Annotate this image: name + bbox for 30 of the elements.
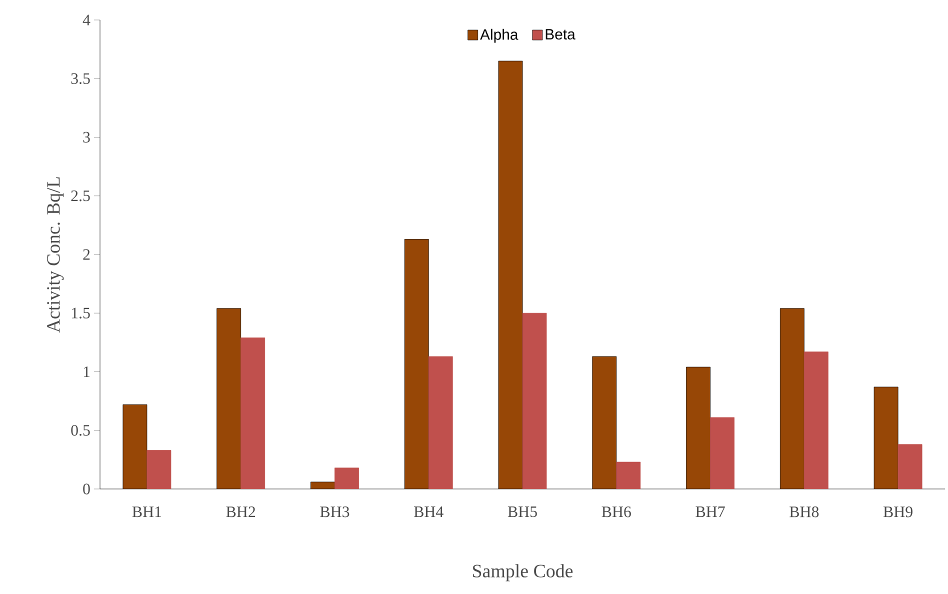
x-tick-label: BH5 (508, 506, 537, 518)
x-tick-label: BH7 (696, 506, 725, 517)
x-tick-label: BH2 (226, 506, 256, 518)
x-tick-label: BH1 (132, 506, 162, 518)
bar (122, 404, 147, 489)
y-tick-label: 3 (83, 132, 90, 143)
bar (404, 239, 429, 489)
x-tick-label: BH3 (320, 506, 350, 518)
bar (686, 367, 710, 489)
bar (498, 61, 523, 489)
legend-label: Beta (546, 29, 576, 40)
x-axis-title: Sample Code (473, 564, 573, 582)
y-tick-label: 0 (83, 484, 90, 494)
bar (592, 356, 616, 489)
x-tick-label: BH8 (790, 506, 819, 518)
y-axis-title: Activity Conc. Bq/L (47, 177, 64, 333)
y-tick-label: 3.5 (71, 73, 90, 84)
x-tick-label: BH4 (414, 506, 444, 518)
bar (780, 308, 804, 489)
y-tick-label: 1.5 (72, 308, 90, 318)
x-tick-label: BH9 (883, 506, 912, 518)
bar (216, 308, 241, 489)
bar (874, 386, 898, 489)
y-tick-label: 4 (82, 14, 90, 26)
y-tick-label: 2.5 (71, 190, 90, 202)
y-tick-label: 2 (83, 249, 90, 260)
y-tick-label: 1 (84, 366, 90, 377)
x-tick-label: BH6 (602, 506, 631, 518)
y-tick-label: 0.5 (71, 424, 90, 436)
legend-label: Alpha (480, 28, 518, 43)
